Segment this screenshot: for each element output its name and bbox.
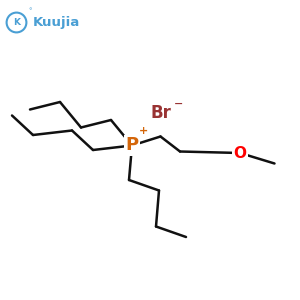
Text: K: K — [13, 18, 20, 27]
Text: +: + — [139, 126, 148, 136]
Text: °: ° — [28, 8, 32, 14]
Text: O: O — [233, 146, 247, 160]
Text: Br: Br — [150, 103, 171, 122]
Text: Kuujia: Kuujia — [32, 16, 80, 29]
Text: −: − — [174, 98, 183, 109]
Text: P: P — [125, 136, 139, 154]
